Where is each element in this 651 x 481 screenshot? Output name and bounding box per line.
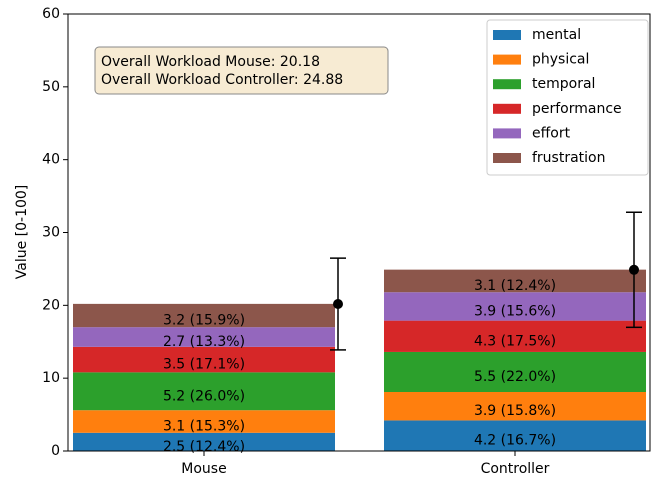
legend-label: temporal (532, 76, 595, 92)
bar-segment (384, 351, 646, 393)
legend-label: performance (532, 101, 622, 117)
legend-swatch (493, 79, 521, 90)
bar-segment (73, 327, 335, 347)
error-point (629, 264, 639, 275)
bar-segment (384, 269, 646, 293)
y-tick-label: 40 (42, 152, 60, 168)
y-axis-label: Value [0-100] (14, 185, 30, 280)
legend-swatch (493, 128, 521, 139)
data-label: 4.2 (16.7%) (474, 433, 556, 449)
annotation-box (94, 46, 389, 95)
y-tick-label: 20 (42, 297, 60, 313)
axes-frame (67, 13, 651, 452)
legend-box (486, 19, 649, 176)
data-label: 3.9 (15.8%) (474, 403, 556, 419)
bar-segment (384, 320, 646, 352)
bar-segment (73, 372, 335, 411)
data-label: 2.7 (13.3%) (163, 334, 245, 350)
legend-label: physical (532, 52, 589, 68)
data-label: 3.1 (12.4%) (474, 278, 556, 294)
legend-label: effort (532, 125, 571, 141)
data-label: 5.5 (22.0%) (474, 369, 556, 385)
legend-swatch (493, 30, 521, 40)
data-label: 3.1 (15.3%) (163, 419, 245, 435)
data-label: 3.2 (15.9%) (163, 313, 245, 329)
y-tick-label: 10 (42, 370, 60, 386)
legend-swatch (493, 54, 521, 65)
x-tick-label: Controller (481, 461, 550, 477)
bar-segment (384, 420, 646, 451)
y-tick-label: 50 (42, 79, 60, 95)
bar-segment (384, 292, 646, 321)
bar-segment (73, 303, 335, 328)
annotation-text: Overall Workload Mouse: 20.18 (101, 54, 320, 70)
y-tick-label: 0 (51, 443, 60, 459)
bar-segment (73, 432, 335, 451)
legend-label: frustration (532, 150, 606, 166)
bar-segment (73, 346, 335, 373)
legend-label: mental (532, 27, 581, 43)
bar-segment (384, 392, 646, 421)
data-label: 5.2 (26.0%) (163, 388, 245, 404)
y-tick-label: 30 (42, 225, 60, 241)
y-tick-label: 60 (42, 6, 60, 22)
bar-segment (73, 410, 335, 433)
data-label: 4.3 (17.5%) (474, 333, 556, 349)
legend-swatch (493, 153, 521, 163)
data-label: 3.9 (15.6%) (474, 303, 556, 319)
legend-swatch (493, 103, 521, 114)
annotation-text: Overall Workload Controller: 24.88 (101, 72, 343, 88)
data-label: 3.5 (17.1%) (163, 357, 245, 373)
error-point (333, 299, 343, 310)
x-tick-label: Mouse (181, 461, 226, 477)
